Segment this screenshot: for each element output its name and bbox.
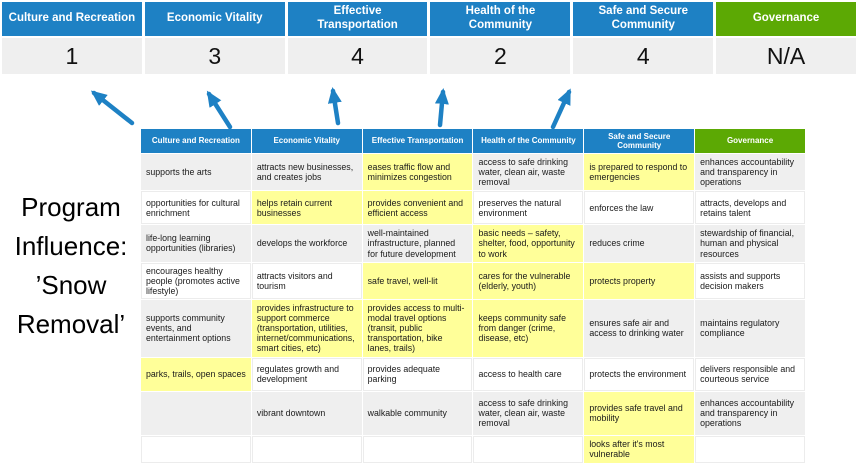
matrix-cell-highlighted: provides safe travel and mobility: [584, 391, 695, 435]
matrix-cell: [251, 435, 362, 463]
matrix-cell: attracts, develops and retains talent: [695, 191, 805, 225]
matrix-cell: reduces crime: [584, 225, 695, 262]
matrix-column-header-governance: Governance: [695, 129, 805, 153]
matrix-column-header-safe-and-secure-community: Safe and Secure Community: [584, 129, 695, 153]
matrix-cell-highlighted: looks after it's most vulnerable: [584, 435, 695, 463]
scoreboard-score: N/A: [716, 38, 856, 74]
matrix-cell: delivers responsible and courteous servi…: [695, 357, 805, 391]
matrix-cell: access to safe drinking water, clean air…: [473, 154, 584, 191]
matrix-cell: attracts new businesses, and creates job…: [251, 154, 362, 191]
matrix-cell: preserves the natural environment: [473, 191, 584, 225]
program-title: Program Influence: ’Snow Removal’: [0, 188, 142, 344]
scoreboard-header-label: Safe and Secure Community: [573, 2, 714, 36]
matrix-row: supports community events, and entertain…: [141, 299, 805, 357]
influence-arrow-safe: [550, 88, 572, 130]
influence-arrow-transportation: [327, 87, 342, 126]
scoreboard: Culture and Recreation 1 Economic Vitality…: [2, 2, 856, 74]
scoreboard-header-label: Health of the Community: [430, 2, 571, 36]
scoreboard-header-label: Economic Vitality: [144, 2, 285, 36]
matrix-cell-highlighted: provides infrastructure to support comme…: [251, 299, 362, 357]
matrix-cell: enhances accountability and transparency…: [695, 391, 805, 435]
matrix-cell-highlighted: is prepared to respond to emergencies: [584, 154, 695, 191]
matrix-cell: develops the workforce: [251, 225, 362, 262]
matrix-cell: ensures safe air and access to drinking …: [584, 299, 695, 357]
matrix-cell: well-maintained infrastructure, planned …: [362, 225, 473, 262]
matrix-cell: life-long learning opportunities (librar…: [141, 225, 251, 262]
matrix-cell: [141, 435, 251, 463]
matrix-row: life-long learning opportunities (librar…: [141, 225, 805, 262]
matrix-column-header-effective-transportation: Effective Transportation: [362, 129, 473, 153]
scoreboard-header-label: Effective Transportation: [287, 2, 428, 36]
matrix-cell: regulates growth and development: [251, 357, 362, 391]
matrix-cell-highlighted: helps retain current businesses: [251, 191, 362, 225]
matrix-cell-highlighted: protects property: [584, 262, 695, 299]
matrix-cell-highlighted: cares for the vulnerable (elderly, youth…: [473, 262, 584, 299]
scoreboard-column-safe-and-secure-community: Safe and Secure Community 4: [573, 2, 714, 74]
matrix-cell: [473, 435, 584, 463]
matrix-row: looks after it's most vulnerable: [141, 435, 805, 463]
matrix-column-header-culture-and-recreation: Culture and Recreation: [141, 129, 251, 153]
scoreboard-score: 3: [144, 38, 285, 74]
scoreboard-column-effective-transportation: Effective Transportation 4: [287, 2, 428, 74]
matrix-cell-highlighted: eases traffic flow and minimizes congest…: [362, 154, 473, 191]
matrix-cell: walkable community: [362, 391, 473, 435]
matrix-cell: supports community events, and entertain…: [141, 299, 251, 357]
matrix-cell: assists and supports decision makers: [695, 262, 805, 299]
matrix-row: opportunities for cultural enrichment hel…: [141, 191, 805, 225]
scoreboard-score: 1: [2, 38, 142, 74]
matrix-cell: stewardship of financial, human and phys…: [695, 225, 805, 262]
scoreboard-column-health-of-the-community: Health of the Community 2: [430, 2, 571, 74]
scoreboard-column-governance: Governance N/A: [716, 2, 856, 74]
scoreboard-column-culture-and-recreation: Culture and Recreation 1: [2, 2, 142, 74]
matrix-row: vibrant downtown walkable community access…: [141, 391, 805, 435]
matrix-cell-highlighted: basic needs – safety, shelter, food, opp…: [473, 225, 584, 262]
matrix-cell: opportunities for cultural enrichment: [141, 191, 251, 225]
matrix-cell: enhances accountability and transparency…: [695, 154, 805, 191]
program-title-bottom: ’Snow Removal’: [16, 270, 126, 339]
matrix-cell-highlighted: parks, trails, open spaces: [141, 357, 251, 391]
matrix-cell: maintains regulatory compliance: [695, 299, 805, 357]
matrix-cell: access to safe drinking water, clean air…: [473, 391, 584, 435]
matrix-column-header-economic-vitality: Economic Vitality: [251, 129, 362, 153]
scoreboard-score: 4: [287, 38, 428, 74]
matrix-cell: protects the environment: [584, 357, 695, 391]
scoreboard-header-label: Governance: [716, 2, 856, 36]
matrix-cell: enforces the law: [584, 191, 695, 225]
matrix-row: supports the arts attracts new businesses…: [141, 154, 805, 191]
priorities-table: Culture and Recreation Economic Vitality E…: [140, 128, 806, 464]
matrix-cell: encourages healthy people (promotes acti…: [141, 262, 251, 299]
matrix-cell: [695, 435, 805, 463]
matrix-cell: access to health care: [473, 357, 584, 391]
scoreboard-score: 2: [430, 38, 571, 74]
program-title-top: Program Influence:: [14, 192, 128, 261]
matrix-cell: [362, 435, 473, 463]
scoreboard-header-label: Culture and Recreation: [2, 2, 142, 36]
matrix-cell-highlighted: safe travel, well-lit: [362, 262, 473, 299]
influence-arrow-economic: [206, 90, 233, 130]
matrix-cell-highlighted: provides access to multi-modal travel op…: [362, 299, 473, 357]
matrix-header-row: Culture and Recreation Economic Vitality E…: [141, 129, 805, 153]
matrix-cell-highlighted: keeps community safe from danger (crime,…: [473, 299, 584, 357]
matrix-column-header-health-of-the-community: Health of the Community: [473, 129, 584, 153]
priorities-matrix: Culture and Recreation Economic Vitality E…: [140, 128, 806, 464]
influence-arrow-health: [434, 88, 449, 128]
influence-arrow-culture: [90, 90, 135, 126]
matrix-row: encourages healthy people (promotes acti…: [141, 262, 805, 299]
scoreboard-column-economic-vitality: Economic Vitality 3: [144, 2, 285, 74]
matrix-cell-highlighted: provides convenient and efficient access: [362, 191, 473, 225]
matrix-row: parks, trails, open spaces regulates grow…: [141, 357, 805, 391]
influence-arrows: [90, 87, 572, 130]
matrix-cell: attracts visitors and tourism: [251, 262, 362, 299]
scoreboard-score: 4: [573, 38, 714, 74]
matrix-body: supports the arts attracts new businesses…: [141, 154, 805, 463]
matrix-cell: provides adequate parking: [362, 357, 473, 391]
matrix-cell: [141, 391, 251, 435]
matrix-cell: supports the arts: [141, 154, 251, 191]
matrix-cell: vibrant downtown: [251, 391, 362, 435]
